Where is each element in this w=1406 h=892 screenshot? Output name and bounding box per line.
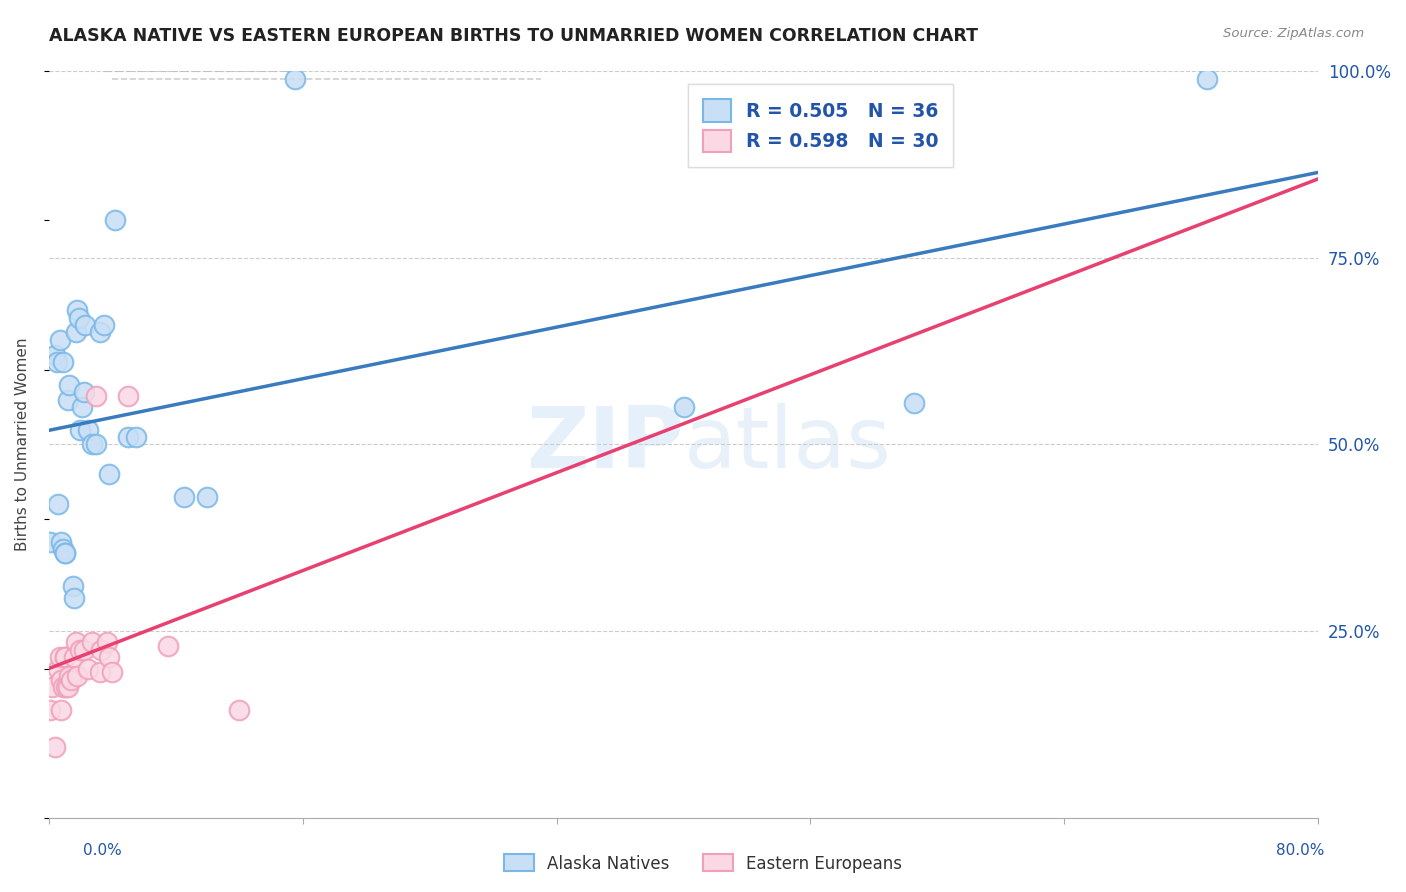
Point [98,650,121,665]
Point [98,467,121,482]
Point [104,213,127,227]
Point [53,546,76,560]
Text: ZIP: ZIP [526,403,683,486]
Legend: R = 0.505   N = 36, R = 0.598   N = 30: R = 0.505 N = 36, R = 0.598 N = 30 [688,84,953,168]
Point [77,423,100,437]
Point [69,643,91,657]
Point [52,542,75,557]
Point [41,680,63,694]
Point [69,423,91,437]
Point [125,430,148,444]
Point [89,326,111,340]
Point [75,318,97,332]
Point [53,650,76,665]
Point [53,650,76,665]
Point [46,661,69,675]
Point [117,430,139,444]
Point [39,534,62,549]
Point [56,680,79,694]
Point [63,591,86,605]
Point [65,635,87,649]
Point [67,310,90,325]
Point [39,703,62,717]
Point [46,497,69,511]
Point [173,490,195,504]
Point [62,579,84,593]
Point [58,669,80,683]
Text: atlas: atlas [683,403,891,486]
Point [55,680,77,694]
Point [56,392,79,407]
Point [228,703,250,717]
Point [96,635,118,649]
Point [93,318,115,332]
Point [672,400,695,414]
Point [86,437,108,451]
Point [66,669,89,683]
Point [86,389,108,403]
Text: ALASKA NATIVE VS EASTERN EUROPEAN BIRTHS TO UNMARRIED WOMEN CORRELATION CHART: ALASKA NATIVE VS EASTERN EUROPEAN BIRTHS… [49,27,979,45]
Text: 80.0%: 80.0% [1277,843,1324,858]
Point [65,326,87,340]
Point [80,437,103,451]
Point [1197,71,1219,86]
Point [59,673,82,687]
Y-axis label: Births to Unmarried Women: Births to Unmarried Women [15,338,30,551]
Point [66,303,89,318]
Point [52,355,75,369]
Point [44,739,66,754]
Point [197,490,219,504]
Point [63,650,86,665]
Point [903,396,925,410]
Point [89,665,111,680]
Point [51,703,73,717]
Point [80,635,103,649]
Point [73,385,96,400]
Point [49,333,72,347]
Point [77,661,100,675]
Point [53,546,76,560]
Point [52,680,75,694]
Point [49,650,72,665]
Point [51,534,73,549]
Point [156,639,179,653]
Point [44,348,66,362]
Point [117,389,139,403]
Point [58,377,80,392]
Point [73,643,96,657]
Point [101,665,124,680]
Point [90,643,112,657]
Text: Source: ZipAtlas.com: Source: ZipAtlas.com [1223,27,1364,40]
Text: 0.0%: 0.0% [83,843,122,858]
Point [51,673,73,687]
Point [45,355,67,369]
Point [284,71,307,86]
Legend: Alaska Natives, Eastern Europeans: Alaska Natives, Eastern Europeans [498,847,908,880]
Point [70,400,93,414]
